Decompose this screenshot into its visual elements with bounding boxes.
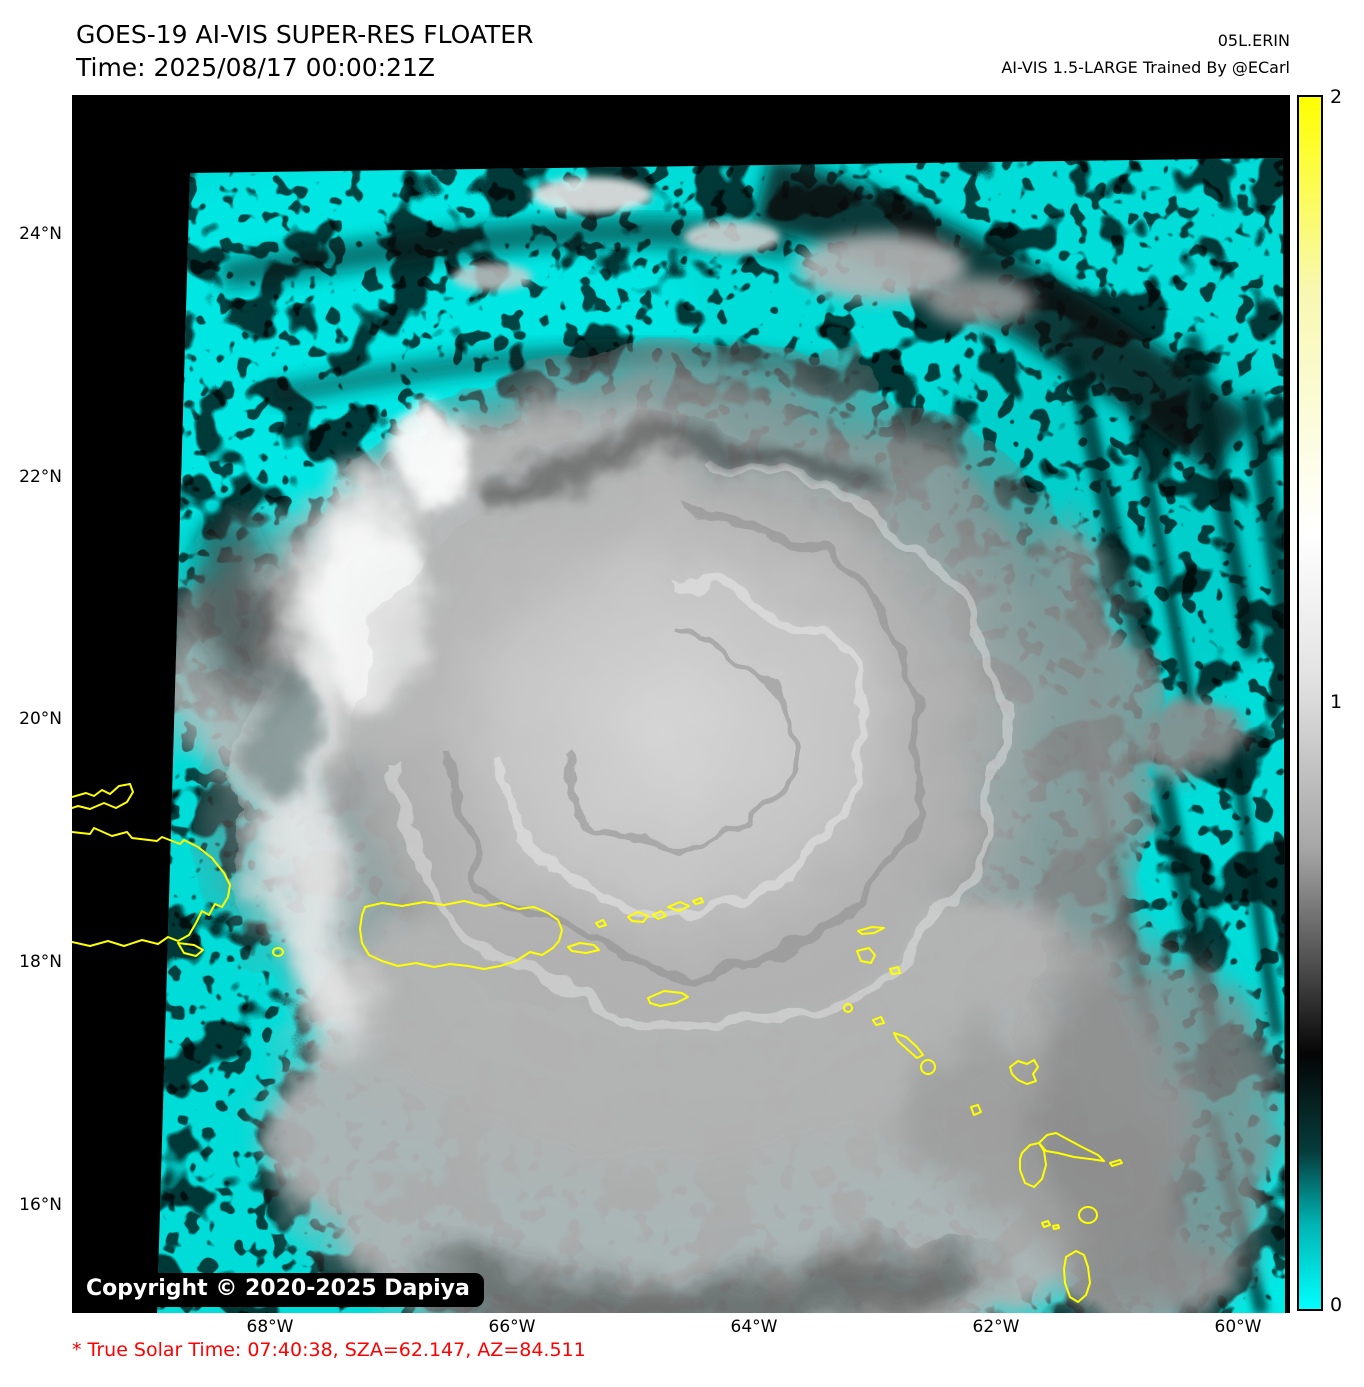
coast-anguilla bbox=[857, 926, 885, 935]
coast-guadeloupe-grande-terre bbox=[1038, 1132, 1105, 1162]
coast-st-kitts bbox=[893, 1032, 924, 1059]
colorbar-tick-2: 2 bbox=[1330, 86, 1343, 108]
coast-saona bbox=[177, 942, 204, 957]
lat-tick-24n: 24°N bbox=[19, 224, 62, 244]
colorbar-tick-0: 0 bbox=[1330, 1294, 1343, 1316]
coast-culebra bbox=[595, 919, 607, 928]
lat-tick-18n: 18°N bbox=[19, 952, 62, 972]
lat-tick-20n: 20°N bbox=[19, 709, 62, 729]
copyright-badge: Copyright © 2020-2025 Dapiya bbox=[76, 1273, 484, 1307]
lat-tick-22n: 22°N bbox=[19, 467, 62, 487]
lon-tick-68w: 68°W bbox=[246, 1317, 294, 1337]
solar-time-note: * True Solar Time: 07:40:38, SZA=62.147,… bbox=[72, 1339, 586, 1361]
coast-st-croix bbox=[647, 990, 689, 1007]
lat-tick-16n: 16°N bbox=[19, 1195, 62, 1215]
coast-marie-galante bbox=[1078, 1206, 1098, 1224]
coast-mona bbox=[272, 947, 284, 957]
coast-st-barth bbox=[889, 966, 901, 975]
hurricane-erin-clouds bbox=[157, 340, 1277, 1313]
coast-montserrat bbox=[970, 1104, 982, 1116]
coast-antigua bbox=[1009, 1059, 1039, 1085]
coast-guadeloupe-basse-terre bbox=[1019, 1142, 1047, 1188]
coast-st-martin bbox=[856, 947, 876, 964]
coast-dominica bbox=[1063, 1250, 1091, 1303]
coast-nevis bbox=[920, 1059, 936, 1075]
satellite-image bbox=[72, 158, 1285, 1313]
coast-tortola bbox=[667, 901, 690, 912]
lon-tick-60w: 60°W bbox=[1214, 1317, 1262, 1337]
coast-la-desirade bbox=[1109, 1159, 1123, 1167]
lon-tick-66w: 66°W bbox=[488, 1317, 536, 1337]
colorbar-tick-1: 1 bbox=[1330, 691, 1343, 713]
coast-les-saintes-2 bbox=[1052, 1224, 1060, 1230]
coast-hispaniola-east bbox=[72, 827, 231, 947]
storm-id: 05L.ERIN bbox=[1217, 31, 1290, 50]
coast-vieques bbox=[567, 942, 600, 954]
coast-st-john bbox=[652, 910, 667, 920]
lon-tick-64w: 64°W bbox=[730, 1317, 778, 1337]
coastlines bbox=[72, 783, 1123, 1303]
coast-les-saintes-1 bbox=[1041, 1220, 1051, 1228]
coast-virgin-gorda bbox=[692, 897, 704, 905]
coast-hispaniola-samana bbox=[72, 783, 134, 810]
coast-st-eustatius bbox=[872, 1016, 885, 1026]
colorbar bbox=[1297, 95, 1323, 1311]
coast-saba bbox=[843, 1003, 853, 1013]
timestamp: Time: 2025/08/17 00:00:21Z bbox=[76, 53, 435, 82]
coast-st-thomas bbox=[627, 911, 649, 923]
model-credit: AI-VIS 1.5-LARGE Trained By @ECarl bbox=[1001, 58, 1290, 77]
data-swath bbox=[157, 158, 1285, 1313]
page-title: GOES-19 AI-VIS SUPER-RES FLOATER bbox=[76, 20, 534, 49]
lon-tick-62w: 62°W bbox=[972, 1317, 1020, 1337]
coast-puerto-rico bbox=[359, 900, 563, 970]
satellite-map-panel: Copyright © 2020-2025 Dapiya bbox=[72, 95, 1290, 1313]
